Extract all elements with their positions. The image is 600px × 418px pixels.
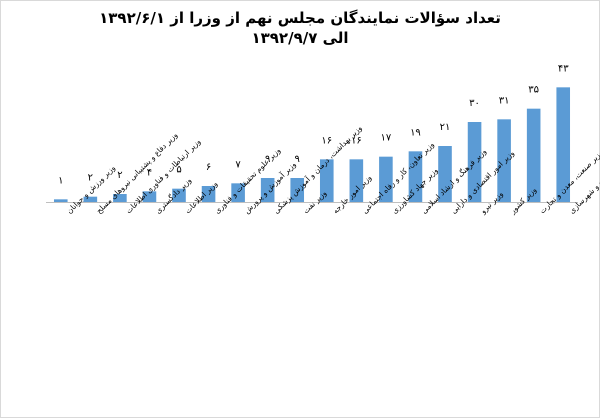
bar-15	[467, 122, 482, 202]
bar-2	[83, 196, 98, 202]
value-label-8: ۹	[265, 154, 270, 165]
bar-9	[290, 178, 305, 202]
bar-11	[349, 159, 364, 202]
value-label-4: ۴	[147, 167, 152, 178]
value-label-5: ۵	[176, 165, 181, 176]
bar-7	[231, 183, 245, 202]
bar-10	[319, 159, 334, 202]
bar-1	[53, 199, 68, 202]
value-label-10: ۱۶	[321, 135, 332, 146]
value-label-3: ۲	[117, 170, 122, 181]
bar-4	[142, 191, 157, 202]
bar-6	[201, 186, 216, 202]
bar-8	[260, 178, 275, 202]
value-label-12: ۱۷	[381, 133, 392, 144]
value-label-15: ۳۰	[469, 98, 480, 109]
bar-12	[379, 156, 393, 202]
bar-5	[172, 188, 186, 202]
x-tick-label-7: وزیر آموزش و پرورش	[241, 159, 298, 216]
value-label-18: ۴۳	[558, 63, 569, 74]
value-label-2: ۲	[88, 173, 93, 184]
value-label-11: ۱۶	[351, 135, 362, 146]
value-label-1: ۱	[58, 175, 63, 186]
bar-13	[408, 151, 423, 202]
bar-16	[497, 119, 511, 202]
x-tick-label-1: وزیر ورزش و جوانان	[65, 163, 117, 215]
bar-18	[556, 87, 571, 202]
value-label-6: ۶	[206, 162, 211, 173]
chart-title: تعداد سؤالات نمایندگان مجلس نهم از وزرا …	[0, 8, 600, 48]
bar-14	[438, 146, 452, 202]
value-label-9: ۹	[295, 154, 300, 165]
value-label-13: ۱۹	[410, 127, 421, 138]
bars-group	[53, 87, 571, 202]
bar-17	[526, 108, 541, 202]
chart-title-line-1: تعداد سؤالات نمایندگان مجلس نهم از وزرا …	[99, 9, 501, 27]
value-labels-group: ۱ ۲ ۲ ۴ ۵ ۶ ۷ ۹ ۹ ۱۶ ۱۶ ۱۷ ۱۹ ۲۱ ۳۰ ۳۱ ۳۵ ۴۳	[58, 63, 569, 186]
bar-3	[113, 194, 127, 202]
value-label-17: ۳۵	[528, 85, 539, 96]
value-label-14: ۲۱	[440, 122, 451, 133]
value-label-16: ۳۱	[499, 95, 510, 106]
chart-title-line-2: الی ۱۳۹۲/۹/۷	[251, 29, 349, 47]
value-label-7: ۷	[235, 159, 241, 170]
